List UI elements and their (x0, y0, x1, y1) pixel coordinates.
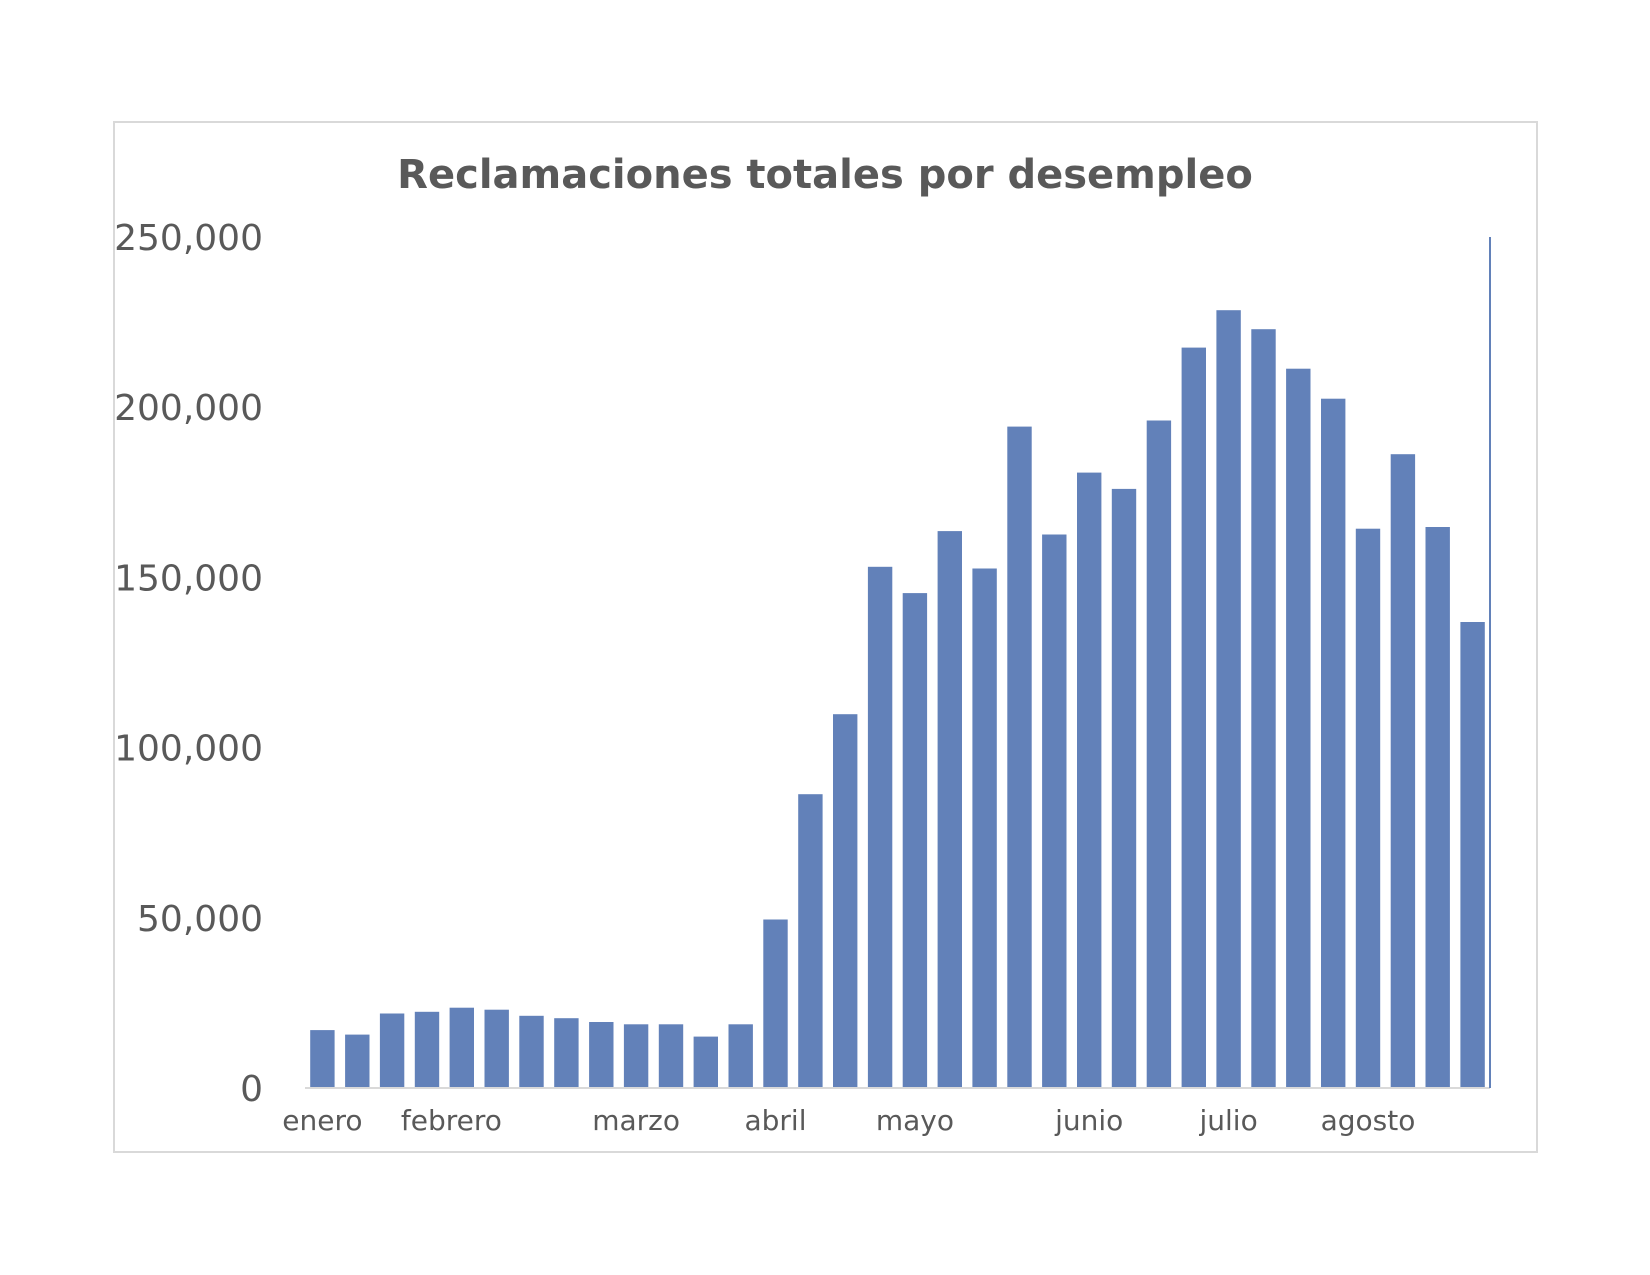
bar-27 (1216, 310, 1241, 1088)
bar-18 (902, 593, 928, 1088)
y-tick-label: 0 (240, 1069, 263, 1110)
bar-5 (449, 1007, 474, 1088)
bar-23 (1077, 472, 1102, 1089)
bar-29 (1286, 368, 1311, 1088)
bar-12 (693, 1036, 718, 1088)
y-tick-label: 100,000 (114, 729, 263, 770)
chart-frame (113, 121, 1538, 1153)
x-tick-label: junio (1054, 1104, 1123, 1137)
bar-32 (1390, 454, 1416, 1088)
bar-4 (414, 1011, 440, 1088)
bar-22 (1042, 534, 1067, 1088)
bar-9 (589, 1022, 614, 1088)
x-tick-label: enero (282, 1104, 362, 1137)
bar-3 (379, 1013, 405, 1088)
bar-33 (1425, 527, 1450, 1088)
y-axis-ticks: 0 50,000 100,000 150,000 200,000 250,000 (114, 218, 263, 1110)
bar-15 (798, 794, 823, 1088)
x-tick-label: agosto (1321, 1104, 1416, 1137)
x-axis-ticks: enero febrero marzo abril mayo junio julio agos… (282, 1104, 1415, 1137)
bar-1 (310, 1030, 335, 1088)
bars (310, 310, 1485, 1089)
bar-8 (554, 1018, 579, 1088)
bar-28 (1251, 329, 1276, 1088)
x-tick-label: marzo (592, 1104, 680, 1137)
bar-10 (623, 1024, 649, 1088)
y-tick-label: 50,000 (137, 899, 263, 940)
x-tick-label: mayo (876, 1104, 954, 1137)
x-tick-label: julio (1198, 1104, 1257, 1137)
y-tick-label: 150,000 (114, 558, 263, 599)
bar-21 (1007, 426, 1032, 1089)
y-tick-label: 200,000 (114, 388, 263, 429)
x-tick-label: abril (744, 1104, 806, 1137)
bar-16 (833, 714, 858, 1088)
bar-14 (763, 919, 788, 1088)
x-tick-label: febrero (401, 1104, 502, 1137)
bar-6 (484, 1009, 509, 1088)
bar-31 (1355, 528, 1381, 1088)
bar-19 (937, 531, 962, 1088)
y-tick-label: 250,000 (114, 218, 263, 259)
chart-title: Reclamaciones totales por desempleo (397, 152, 1253, 198)
bar-24 (1111, 488, 1137, 1088)
bar-11 (658, 1024, 684, 1088)
bar-30 (1321, 398, 1346, 1088)
bar-7 (519, 1015, 544, 1088)
bar-25 (1146, 420, 1172, 1088)
bar-2 (345, 1034, 370, 1088)
bar-17 (867, 566, 893, 1088)
bar-34 (1460, 622, 1485, 1088)
bar-13 (728, 1024, 753, 1088)
bar-20 (972, 568, 997, 1088)
bar-26 (1181, 347, 1206, 1089)
